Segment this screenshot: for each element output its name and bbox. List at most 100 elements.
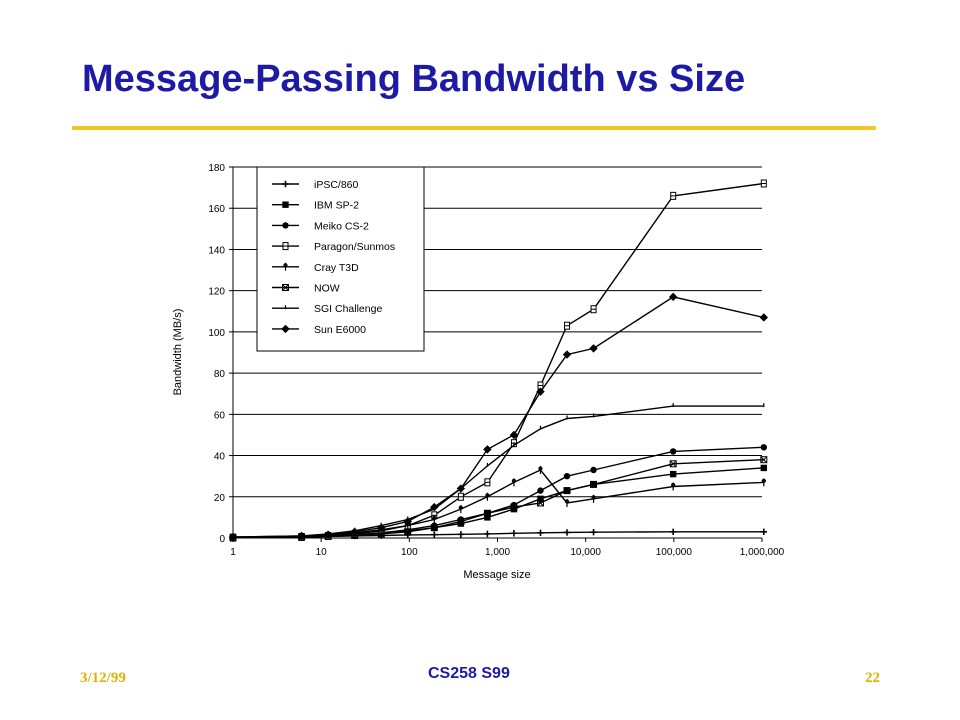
legend-label: Cray T3D [314, 262, 359, 274]
data-point [590, 480, 598, 488]
series-line [232, 459, 764, 539]
y-tick-label: 100 [208, 328, 225, 339]
y-tick-label: 80 [214, 369, 226, 380]
data-point [510, 505, 518, 513]
data-point [297, 531, 306, 541]
data-point [404, 528, 412, 536]
data-point [510, 503, 518, 511]
series-line [232, 469, 764, 539]
y-tick-label: 40 [214, 452, 226, 463]
y-tick-label: 120 [208, 287, 225, 298]
data-point [760, 444, 768, 451]
x-tick-label: 1,000 [485, 547, 510, 558]
data-point [668, 292, 678, 302]
data-point [760, 464, 768, 472]
data-point [323, 530, 333, 540]
data-point [669, 448, 677, 455]
data-point [563, 529, 571, 536]
data-point [457, 492, 464, 501]
x-tick-label: 10,000 [570, 547, 601, 558]
data-point [511, 478, 517, 487]
data-point [509, 430, 519, 440]
data-point [377, 523, 386, 532]
data-point [484, 478, 491, 487]
y-axis-title: Bandwidth (MB/s) [172, 309, 184, 396]
series-line [232, 405, 764, 538]
data-point [537, 495, 544, 503]
series-line [232, 446, 764, 539]
data-point [483, 445, 492, 454]
bandwidth-chart: Bandwidth (MB/s) Message size 0 20 40 60 80 1… [172, 163, 785, 581]
data-point [537, 529, 544, 537]
data-point [564, 498, 570, 507]
data-point [456, 484, 466, 493]
data-point [484, 530, 491, 538]
title-underline [72, 126, 876, 130]
x-tick-label: 100,000 [656, 547, 693, 558]
data-point [510, 530, 518, 537]
data-point [669, 470, 677, 478]
data-point [430, 502, 439, 512]
data-point [760, 456, 768, 464]
data-point [589, 344, 598, 353]
x-tick-label: 10 [316, 547, 328, 558]
legend-label: Meiko CS-2 [314, 220, 369, 232]
data-point [283, 262, 288, 271]
data-point [282, 222, 289, 229]
x-axis-title: Message size [463, 569, 530, 581]
data-point [563, 472, 571, 480]
data-point [282, 284, 289, 291]
legend-label: IBM SP-2 [314, 200, 359, 212]
data-point [484, 514, 491, 521]
data-point [537, 487, 544, 494]
data-point [590, 305, 597, 314]
footer-page-number: 22 [865, 670, 880, 686]
legend-label: Paragon/Sunmos [314, 241, 395, 253]
legend-label: Sun E6000 [314, 324, 366, 336]
data-point [457, 531, 465, 538]
data-point [761, 478, 766, 487]
data-point [457, 520, 465, 527]
footer-date: 3/12/99 [80, 670, 126, 686]
data-point [590, 466, 597, 474]
x-tick-label: 1,000,000 [740, 547, 785, 558]
data-point [431, 531, 438, 538]
data-point [430, 524, 438, 532]
data-point [563, 487, 571, 495]
data-point [671, 482, 676, 491]
data-point [670, 191, 677, 200]
x-tick-label: 1 [230, 547, 236, 558]
data-point [282, 242, 289, 251]
data-point [669, 528, 677, 536]
data-point [483, 509, 491, 517]
data-point [591, 494, 596, 503]
data-point [536, 499, 544, 507]
y-tick-label: 60 [214, 410, 226, 421]
data-point [538, 465, 543, 474]
data-point [282, 201, 289, 208]
legend-box [256, 166, 425, 352]
data-point [536, 387, 545, 396]
footer-course: CS258 S99 [428, 665, 510, 682]
y-tick-label: 140 [208, 245, 225, 256]
data-point [350, 527, 359, 537]
data-point [669, 460, 677, 468]
data-point [590, 529, 597, 536]
data-point [457, 518, 465, 526]
data-point [760, 179, 767, 188]
data-point [432, 515, 437, 524]
data-point [759, 313, 769, 322]
legend-label: SGI Challenge [314, 303, 382, 315]
data-point [564, 321, 571, 330]
slide-title: Message-Passing Bandwidth vs Size [82, 58, 746, 100]
x-tick-label: 100 [401, 547, 418, 558]
data-point [760, 528, 768, 536]
series-line [232, 467, 764, 539]
data-point [403, 517, 412, 526]
y-tick-label: 0 [219, 534, 225, 545]
legend-label: iPSC/860 [314, 179, 359, 191]
y-tick-label: 180 [208, 163, 225, 174]
data-point [485, 492, 490, 501]
data-point [458, 505, 463, 514]
y-tick-label: 20 [214, 493, 226, 504]
